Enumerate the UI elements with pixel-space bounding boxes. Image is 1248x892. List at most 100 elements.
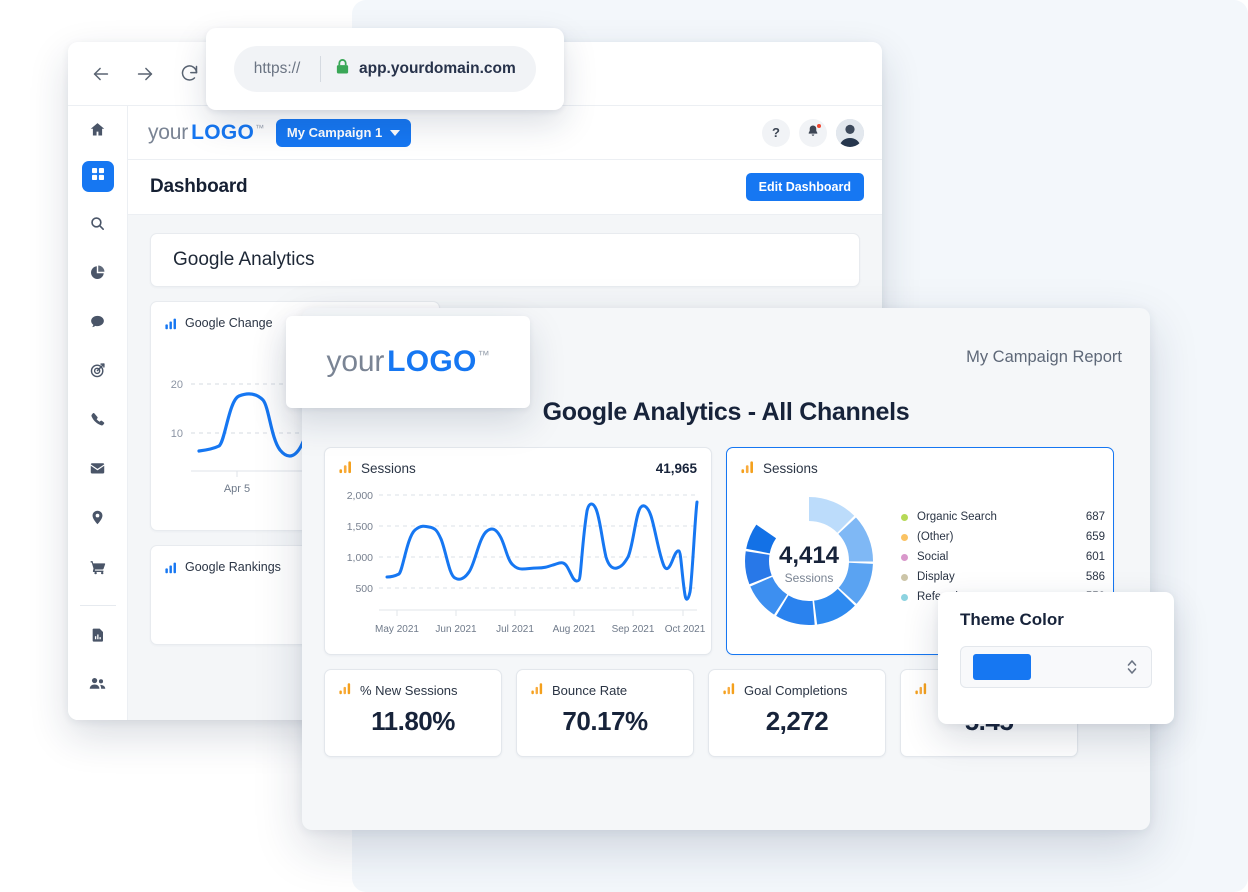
sidebar-item-calls[interactable] [82,406,114,437]
color-swatch[interactable] [973,654,1031,680]
legend-label: Display [917,571,955,583]
logo-your: your [326,345,385,378]
back-arrow-icon[interactable] [86,59,116,89]
legend-item: Organic Search 687 [901,511,1105,523]
sidebar-item-home[interactable] [82,116,114,147]
logo-trademark: ™ [477,348,490,362]
envelope-icon [89,460,106,482]
legend-value: 586 [1085,571,1105,583]
card-sessions-donut[interactable]: Sessions [726,447,1114,655]
kpi-title: % New Sessions [360,682,458,698]
card-title: Sessions [763,461,818,476]
notifications-button[interactable] [799,118,827,147]
kpi-new-sessions[interactable]: % New Sessions 11.80% [324,669,502,757]
sidebar-item-goals[interactable] [82,357,114,388]
pie-chart-icon [89,264,106,286]
bar-chart-icon [165,317,178,330]
google-analytics-icon [339,460,353,477]
google-analytics-icon [723,682,736,698]
svg-text:500: 500 [355,583,373,595]
search-icon [89,215,106,237]
google-analytics-icon [915,682,928,698]
kpi-header: Bounce Rate [517,670,693,698]
lock-icon [335,58,350,80]
sidebar-item-users[interactable] [82,671,114,702]
sidebar-item-reports[interactable] [82,622,114,653]
widget-title: Google Change [185,316,273,330]
google-analytics-icon [741,460,755,477]
url-divider [320,56,321,82]
legend-item: (Other) 659 [901,531,1105,543]
theme-color-select[interactable] [960,646,1152,688]
legend-label: Organic Search [917,511,997,523]
card-header: Sessions [727,448,1113,477]
sidebar [68,106,128,720]
card-total: 41,965 [655,461,697,476]
help-button[interactable]: ? [762,118,790,147]
topbar-actions: ? [762,118,864,147]
notification-badge [816,122,822,129]
url-bubble: https:// app.yourdomain.com [206,28,564,110]
stepper-up-down-icon[interactable] [1125,657,1139,677]
kpi-value: 11.80% [371,706,455,736]
legend-value: 687 [1085,511,1105,523]
url-bar[interactable]: https:// app.yourdomain.com [234,46,536,92]
avatar[interactable] [836,118,864,147]
app-topbar: your LOGO ™ My Campaign 1 ? [128,106,882,160]
kpi-header: Goal Completions [709,670,885,698]
svg-text:Jul 2021: Jul 2021 [496,624,534,635]
kpi-title: Bounce Rate [552,682,628,698]
sidebar-item-email[interactable] [82,456,114,487]
report-logo: your LOGO ™ [327,345,490,379]
sidebar-divider [79,604,116,606]
edit-dashboard-button[interactable]: Edit Dashboard [745,173,864,201]
sidebar-item-messages[interactable] [82,308,114,339]
grid-icon [90,166,106,187]
sidebar-item-dashboard[interactable] [81,161,114,193]
sidebar-item-ecommerce[interactable] [82,554,114,585]
sidebar-item-analytics[interactable] [82,259,114,290]
url-host-group: app.yourdomain.com [321,58,516,80]
kpi-goal-completions[interactable]: Goal Completions 2,272 [708,669,886,757]
campaign-selector[interactable]: My Campaign 1 [275,118,412,147]
url-host: app.yourdomain.com [359,60,516,77]
home-icon [89,121,106,143]
donut-center-label: Sessions [785,571,834,585]
svg-text:Aug 2021: Aug 2021 [553,624,596,635]
legend-label: Social [917,551,949,563]
kpi-header [901,670,1077,698]
theme-color-title: Theme Color [960,610,1064,629]
logo-trademark: ™ [255,122,264,133]
page-title: Dashboard [150,176,248,197]
sidebar-item-search[interactable] [82,210,114,241]
report-name: My Campaign Report [966,347,1122,366]
svg-text:10: 10 [171,428,183,440]
sidebar-item-locations[interactable] [82,505,114,536]
reload-icon[interactable] [174,59,204,89]
logo-logo: LOGO [191,120,255,144]
card-title: Sessions [361,461,416,476]
logo-logo: LOGO [387,345,477,378]
chat-bubble-icon [89,313,106,335]
widget-google-rankings[interactable]: Google Rankings 10 [150,545,440,645]
legend-value: 601 [1085,551,1105,563]
svg-text:Sep 2021: Sep 2021 [612,624,655,635]
card-sessions-line[interactable]: Sessions 41,965 2,000 1,500 1,000 500 [324,447,712,655]
kpi-bounce-rate[interactable]: Bounce Rate 70.17% [516,669,694,757]
svg-text:Apr 5: Apr 5 [224,483,250,495]
page-header: Dashboard Edit Dashboard [128,160,882,215]
svg-text:Jun 2021: Jun 2021 [435,624,477,635]
kpi-title: Goal Completions [744,682,848,698]
widget-header: Google Rankings [165,560,425,574]
report-topline: My Campaign Report [324,322,1128,392]
svg-text:Oct 2021: Oct 2021 [665,624,706,635]
report-card: My Campaign Report Google Analytics - Al… [302,308,1150,830]
forward-arrow-icon[interactable] [130,59,160,89]
report-charts-row: Sessions 41,965 2,000 1,500 1,000 500 [324,447,1128,655]
shopping-cart-icon [89,558,107,581]
widget-title: Google Rankings [185,560,281,574]
legend-value: 659 [1085,531,1105,543]
legend-dot [901,533,908,541]
campaign-selector-label: My Campaign 1 [286,125,383,140]
